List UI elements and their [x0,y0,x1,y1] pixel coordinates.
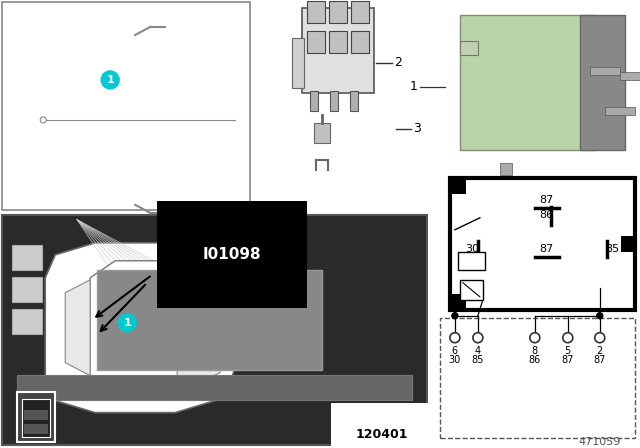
Bar [621,236,635,252]
Text: 3: 3 [413,122,420,135]
Bar [12,309,42,334]
Circle shape [450,333,460,343]
Text: 86: 86 [540,210,554,220]
Circle shape [596,313,603,319]
Text: 2: 2 [394,56,402,69]
Bar [22,399,50,437]
Bar [350,91,358,111]
Text: 87: 87 [540,244,554,254]
Bar [17,375,412,400]
Bar [307,31,325,53]
Text: 87: 87 [593,355,606,365]
Bar [440,318,635,438]
Bar [460,280,483,300]
Bar [302,8,374,93]
Text: 8: 8 [532,346,538,356]
Bar [450,294,466,310]
Bar [605,107,635,115]
Text: 1: 1 [410,81,418,94]
Bar [3,2,250,210]
Bar [450,178,635,310]
Bar [580,15,625,150]
Circle shape [101,71,119,89]
Text: 6: 6 [452,346,458,356]
Text: 1: 1 [106,75,114,85]
Bar [310,91,318,111]
Polygon shape [177,263,220,392]
Text: 85: 85 [472,355,484,365]
Text: 120401: 120401 [356,428,408,441]
Bar [24,409,48,420]
Bar [307,1,325,23]
Bar [450,178,466,194]
Circle shape [530,333,540,343]
Bar [458,252,485,270]
Polygon shape [90,261,200,395]
Bar [460,15,595,150]
Text: 471059: 471059 [579,437,621,447]
Text: 30: 30 [449,355,461,365]
Bar [12,277,42,302]
Bar [329,1,347,23]
Text: 87: 87 [540,195,554,205]
Text: 85: 85 [605,244,620,254]
Circle shape [473,333,483,343]
Text: 30: 30 [465,244,479,254]
Bar [12,245,42,270]
Bar [460,41,478,55]
Bar [500,163,512,175]
Circle shape [452,313,458,319]
Text: 86: 86 [529,355,541,365]
Bar [24,424,48,434]
Bar [620,72,640,80]
Polygon shape [45,243,235,413]
Bar [351,31,369,53]
Text: 4: 4 [475,346,481,356]
Circle shape [118,314,136,332]
Bar [329,31,347,53]
Bar [17,392,55,442]
Text: I01098: I01098 [203,247,261,262]
Polygon shape [65,280,90,376]
Circle shape [595,333,605,343]
Bar [314,123,330,143]
Text: 1: 1 [124,318,131,328]
Text: 87: 87 [562,355,574,365]
Bar [330,91,338,111]
Bar [3,215,427,444]
Bar [292,38,304,88]
Bar [351,1,369,23]
Text: 2: 2 [596,346,603,356]
Circle shape [563,333,573,343]
Bar [97,270,322,370]
Text: 5: 5 [564,346,571,356]
Bar [590,67,620,75]
Circle shape [40,117,46,123]
